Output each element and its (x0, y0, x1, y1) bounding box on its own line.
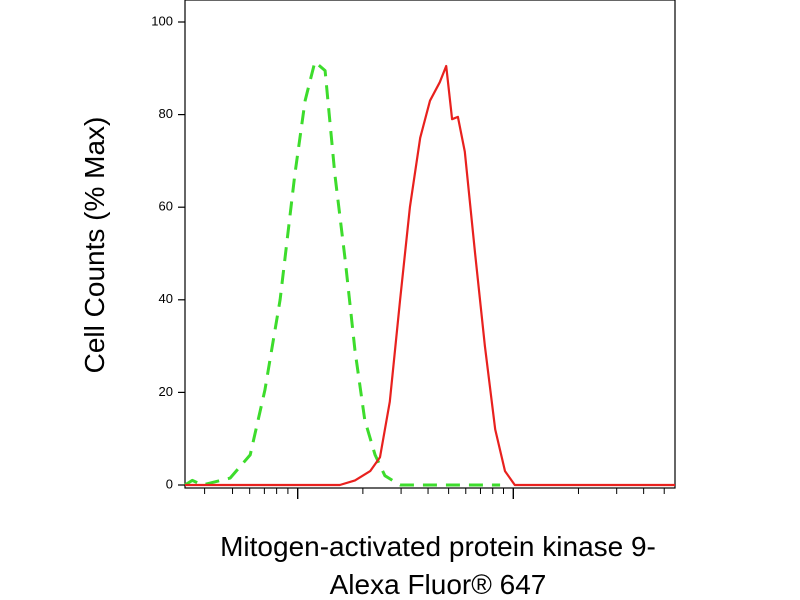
plot-frame (184, 0, 676, 489)
y-tick-label: 40 (159, 291, 173, 306)
y-tick-label: 0 (166, 476, 173, 491)
y-tick-label: 80 (159, 106, 173, 121)
histogram-line (185, 64, 675, 487)
y-tick-label: 20 (159, 384, 173, 399)
y-axis-label: Cell Counts (% Max) (79, 117, 110, 374)
y-tick-label: 100 (151, 13, 173, 28)
x-axis-label: Alexa Fluor® 647 (330, 569, 547, 600)
y-tick-label: 60 (159, 199, 173, 214)
x-axis-label: Mitogen-activated protein kinase 9- (220, 531, 656, 562)
histogram-line (184, 60, 501, 487)
